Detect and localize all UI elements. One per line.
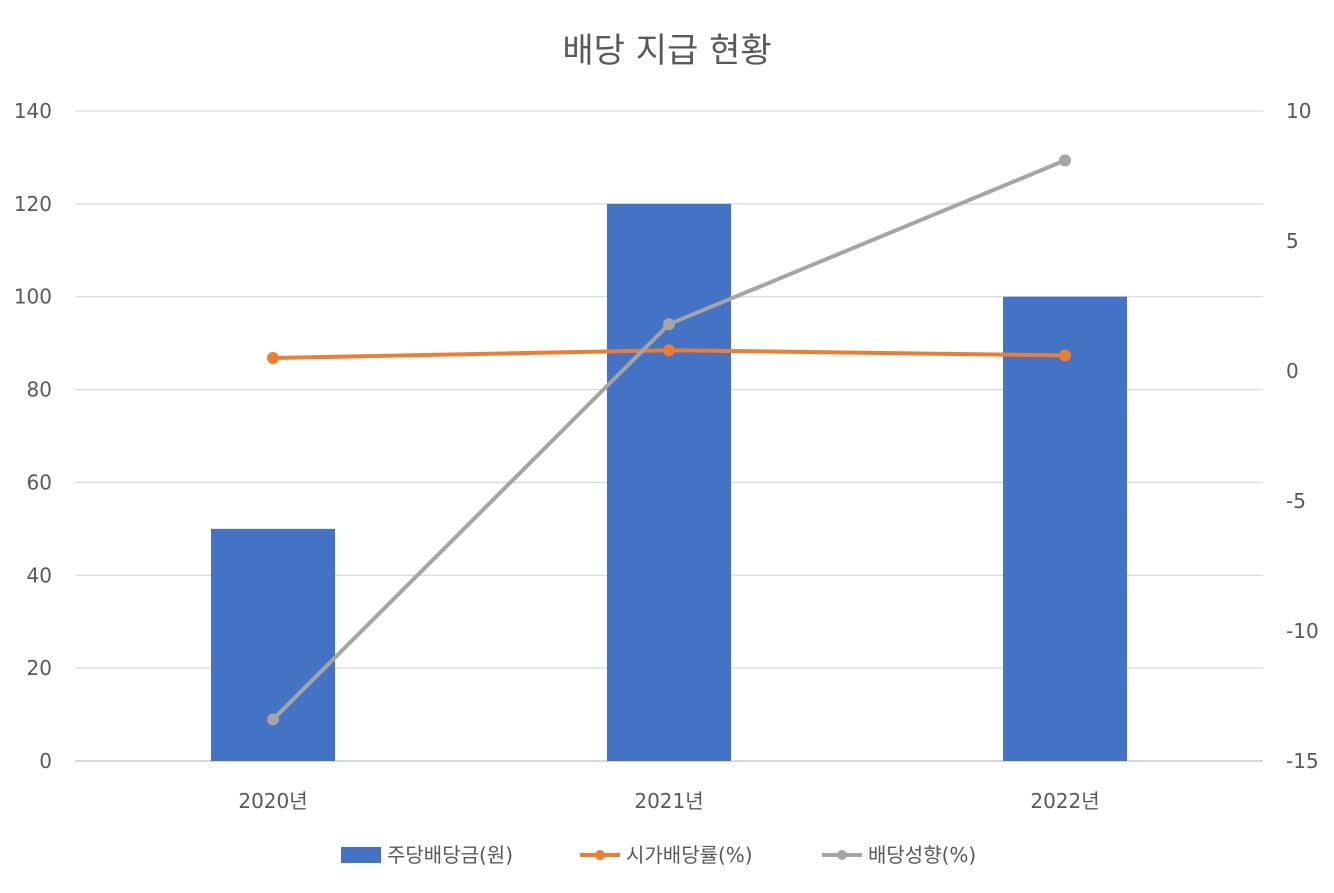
x-axis: 2020년 2021년 2022년: [238, 789, 1099, 813]
right-tick-label: -15: [1286, 749, 1319, 773]
data-point: [267, 352, 279, 364]
legend-label: 주당배당금(원): [387, 843, 513, 867]
bar-series: [211, 203, 1127, 761]
data-point: [267, 713, 279, 726]
legend-label: 시가배당률(%): [626, 843, 753, 867]
right-tick-label: 0: [1286, 359, 1299, 383]
legend-swatch-bar: [341, 847, 381, 863]
left-tick-label: 60: [27, 470, 52, 494]
x-tick-label: 2021년: [634, 789, 703, 813]
legend-label: 배당성향(%): [868, 843, 976, 867]
bar: [211, 528, 335, 761]
right-tick-label: -10: [1286, 619, 1319, 643]
data-point: [1059, 349, 1071, 362]
left-tick-label: 100: [14, 285, 52, 309]
data-point: [1059, 154, 1071, 167]
legend: 주당배당금(원) 시가배당률(%) 배당성향(%): [341, 843, 976, 867]
line-series: [267, 154, 1071, 726]
left-tick-label: 40: [27, 563, 52, 587]
bar: [1003, 296, 1127, 761]
chart-title: 배당 지급 현황: [562, 31, 771, 71]
right-tick-label: -5: [1286, 489, 1306, 513]
left-tick-label: 0: [39, 749, 52, 773]
left-tick-label: 140: [14, 99, 52, 123]
x-tick-label: 2022년: [1030, 789, 1099, 813]
data-point: [663, 318, 675, 331]
data-point: [663, 344, 675, 357]
right-axis: -15 -10 -5 0 5 10: [1286, 99, 1319, 773]
left-tick-label: 20: [27, 656, 52, 680]
x-tick-label: 2020년: [238, 789, 307, 813]
bar: [607, 203, 731, 761]
legend-swatch-marker: [837, 850, 847, 860]
legend-swatch-marker: [595, 850, 605, 860]
left-tick-label: 80: [27, 378, 52, 402]
left-tick-label: 120: [14, 192, 52, 216]
left-axis: 0 20 40 60 80 100 120 140: [14, 99, 52, 773]
right-tick-label: 10: [1286, 99, 1311, 123]
right-tick-label: 5: [1286, 229, 1299, 253]
